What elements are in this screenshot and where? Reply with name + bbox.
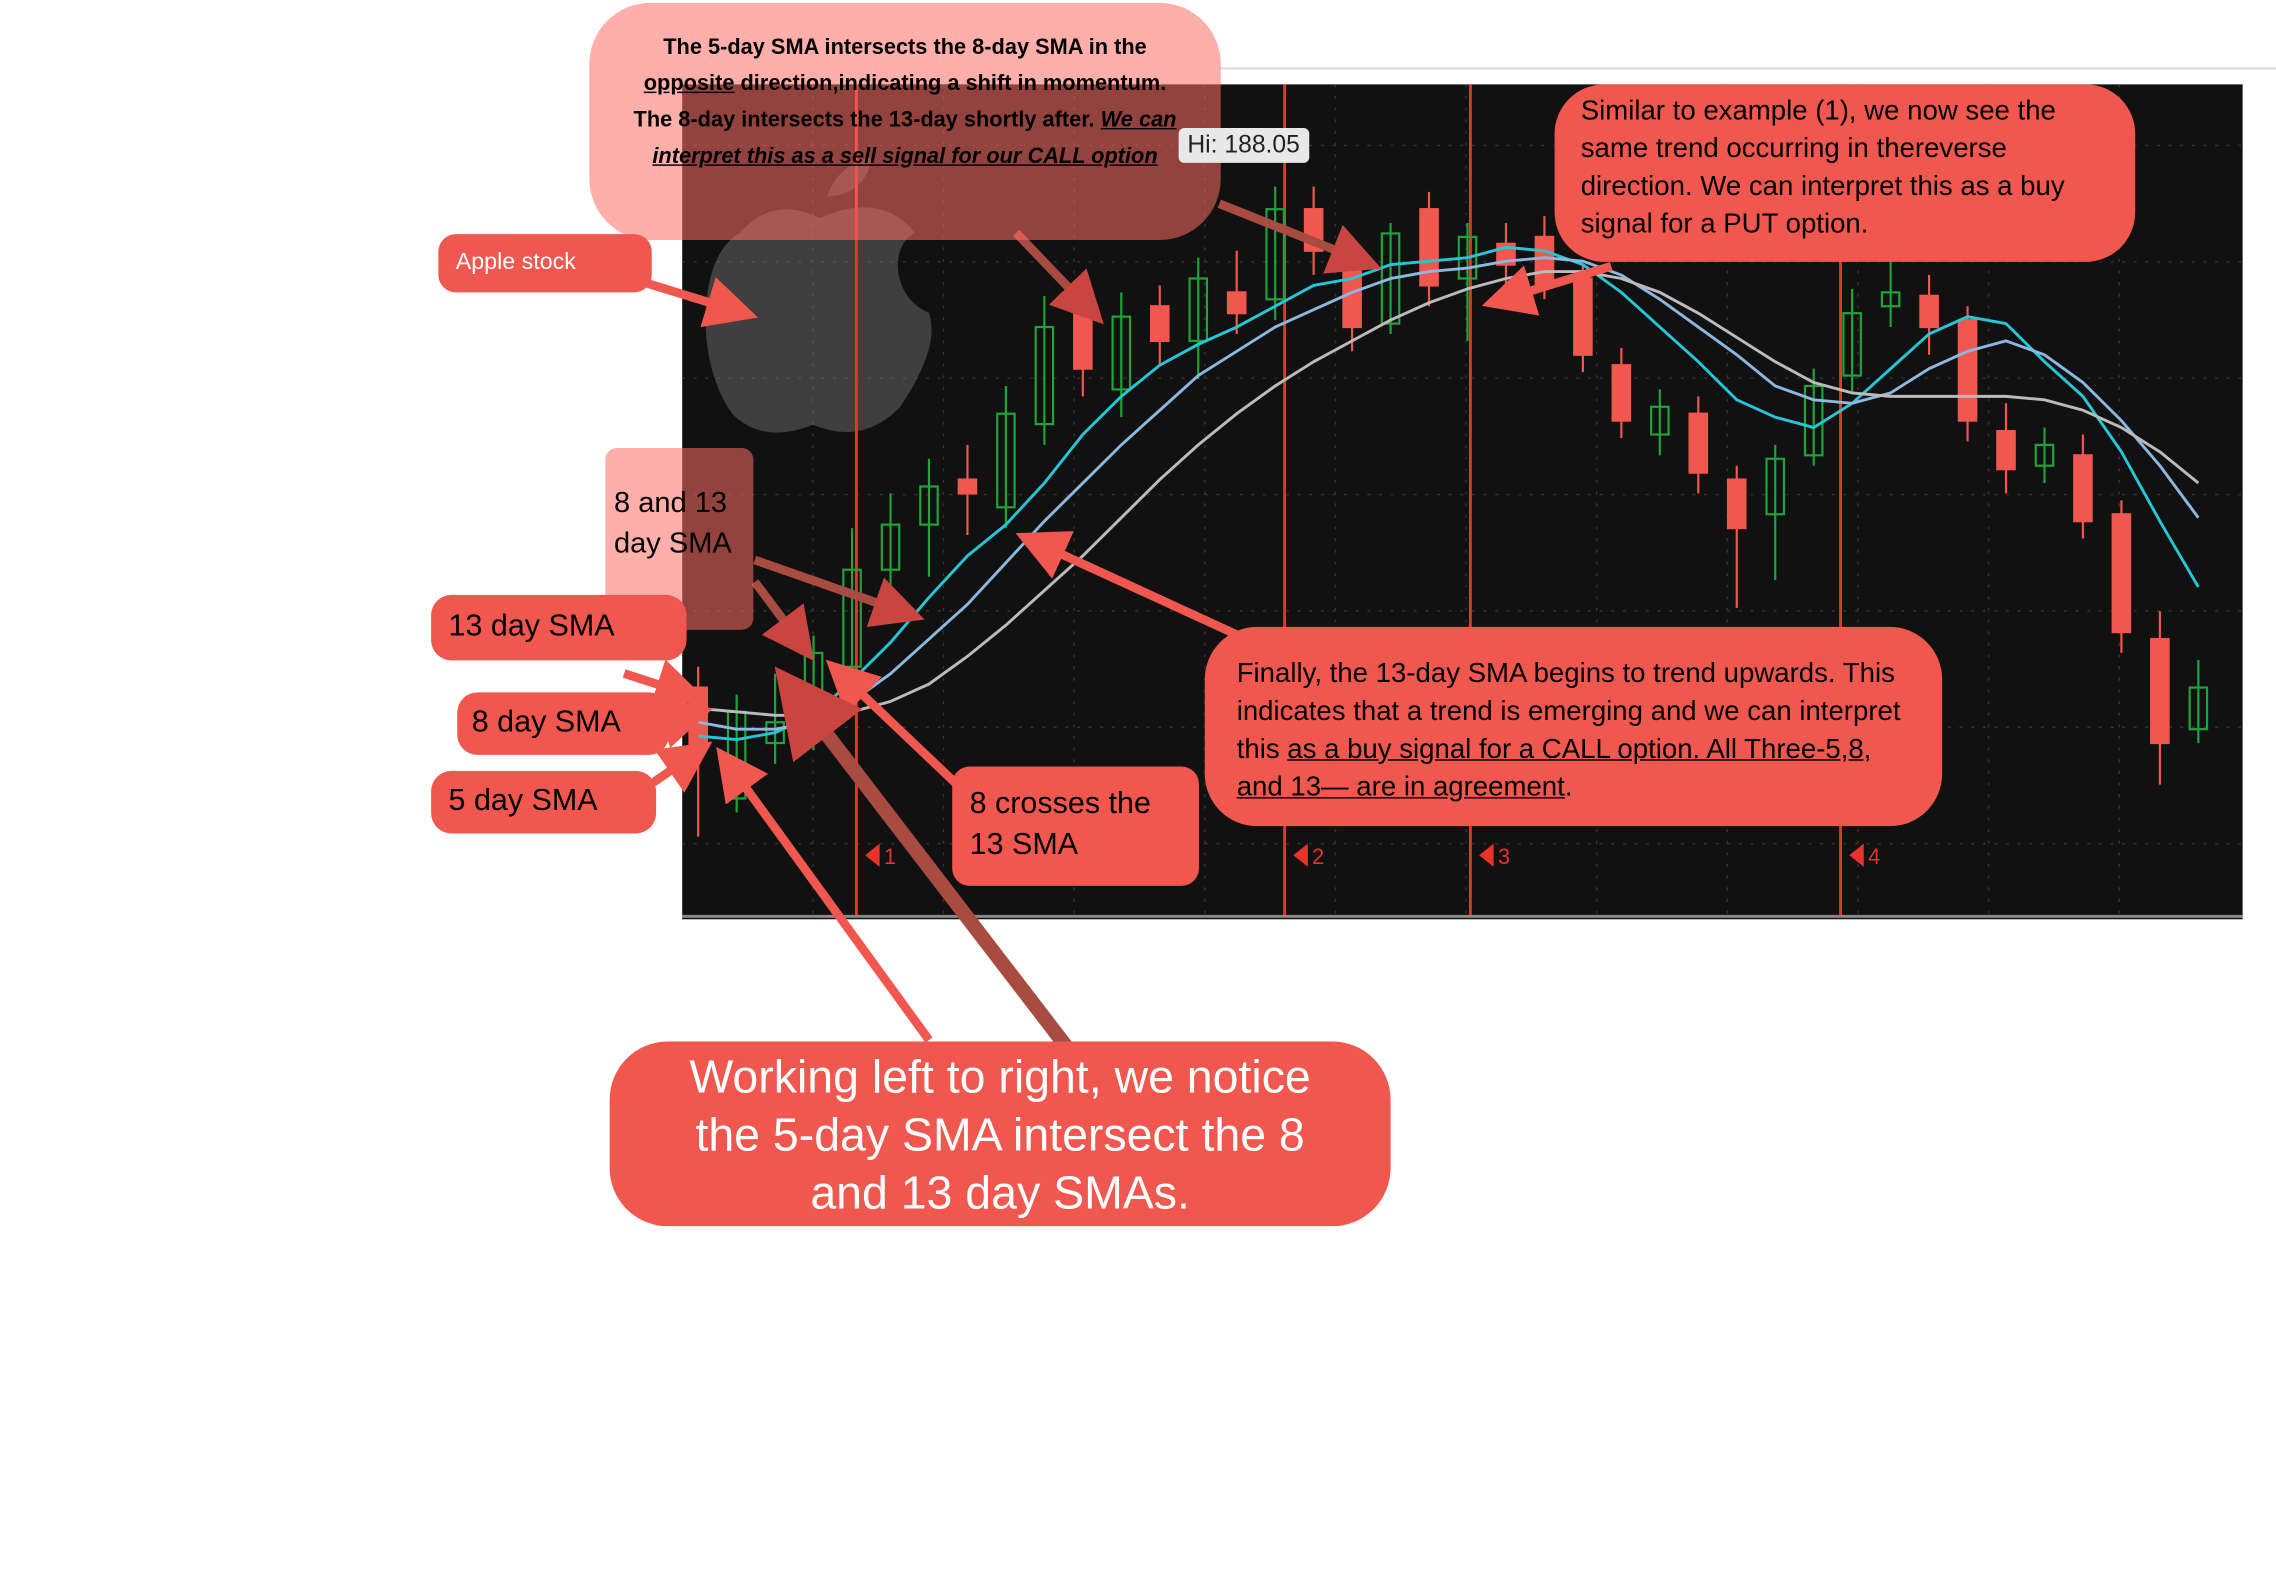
apple-label: Apple stock <box>438 234 652 293</box>
note-text: . <box>1564 772 1573 803</box>
candle-body <box>996 412 1016 509</box>
note-text: as a buy signal for a CALL option. All T… <box>1236 734 1872 803</box>
arrow <box>1015 531 1251 644</box>
candle-body <box>1111 315 1132 391</box>
candle-body <box>1688 412 1709 474</box>
arrow <box>751 579 815 661</box>
put-note: Similar to example (1), we now see the s… <box>1554 84 2136 262</box>
candle-body <box>957 478 978 495</box>
candle-body <box>1573 277 1593 356</box>
signal-label: 3 <box>1498 844 1510 869</box>
crosses-note: 8 crosses the 13 SMA <box>952 766 1199 886</box>
candle-body <box>1534 235 1555 287</box>
note-text: direction,indicating a shift in momentum… <box>633 71 1167 133</box>
arrow <box>753 555 925 627</box>
sma-line <box>698 245 2200 742</box>
candle-body <box>1650 405 1670 436</box>
summary-note: Working left to right, we notice the 5-d… <box>609 1041 1391 1227</box>
sma-13-label: 13 day SMA <box>431 594 687 661</box>
candle-body <box>919 485 939 526</box>
signal-marker <box>1479 843 1494 867</box>
signal-label: 2 <box>1312 844 1324 869</box>
arrow <box>655 697 714 749</box>
candle-body <box>1188 277 1209 342</box>
sell-note: The 5-day SMA intersects the 8-day SMA i… <box>589 2 1221 241</box>
sma-line <box>697 256 2200 731</box>
note-text: opposite <box>643 71 735 97</box>
signal-marker <box>1293 843 1308 867</box>
sma-line <box>698 270 2200 717</box>
candle-body <box>1226 291 1247 315</box>
sma-8-label: 8 day SMA <box>457 692 670 755</box>
candle-body <box>1726 478 1747 530</box>
candle-body <box>1380 232 1401 325</box>
arrow <box>1217 199 1382 274</box>
signal-label: 1 <box>884 844 896 869</box>
candle-body <box>1149 305 1170 342</box>
candle-body <box>1996 429 2016 471</box>
arrow <box>774 666 1073 1052</box>
candle-body <box>2150 637 2170 745</box>
hi-label: Hi: 188.05 <box>1178 128 1309 163</box>
arrows <box>622 199 1613 1052</box>
arrow <box>637 276 758 328</box>
sma-5-label: 5 day SMA <box>431 770 657 834</box>
signal-label: 4 <box>1868 844 1880 869</box>
candle-body <box>1765 457 1786 516</box>
arrow <box>1481 262 1613 316</box>
candle-body <box>2188 686 2209 731</box>
buy-note: Finally, the 13-day SMA begins to trend … <box>1204 626 1943 827</box>
candle-body <box>1880 291 1901 308</box>
note-text: The 5-day SMA intersects the 8-day SMA i… <box>663 34 1147 60</box>
candle-body <box>1611 364 1632 422</box>
candle-body <box>1957 319 1978 422</box>
note-text: Finally, the 13-day SMA begins to trend … <box>1236 658 1901 766</box>
candle-body <box>1034 325 1055 426</box>
candle-body <box>1419 208 1439 287</box>
candle-body <box>1919 294 1939 329</box>
note-text: We can interpret this as a sell signal f… <box>652 107 1177 169</box>
arrow <box>650 741 713 793</box>
candle-body <box>1842 312 1862 377</box>
candle-body <box>2073 454 2093 523</box>
arrow <box>1012 229 1104 325</box>
candle-body <box>1073 308 1093 370</box>
candle-body <box>1265 208 1285 301</box>
signal-marker <box>1849 843 1864 867</box>
candle-body <box>880 523 901 571</box>
arrow <box>622 659 708 710</box>
arrow <box>716 746 933 1043</box>
arrow <box>825 659 962 789</box>
signal-marker <box>865 843 880 867</box>
candle-body <box>2034 443 2055 467</box>
candle-body <box>2111 513 2132 634</box>
